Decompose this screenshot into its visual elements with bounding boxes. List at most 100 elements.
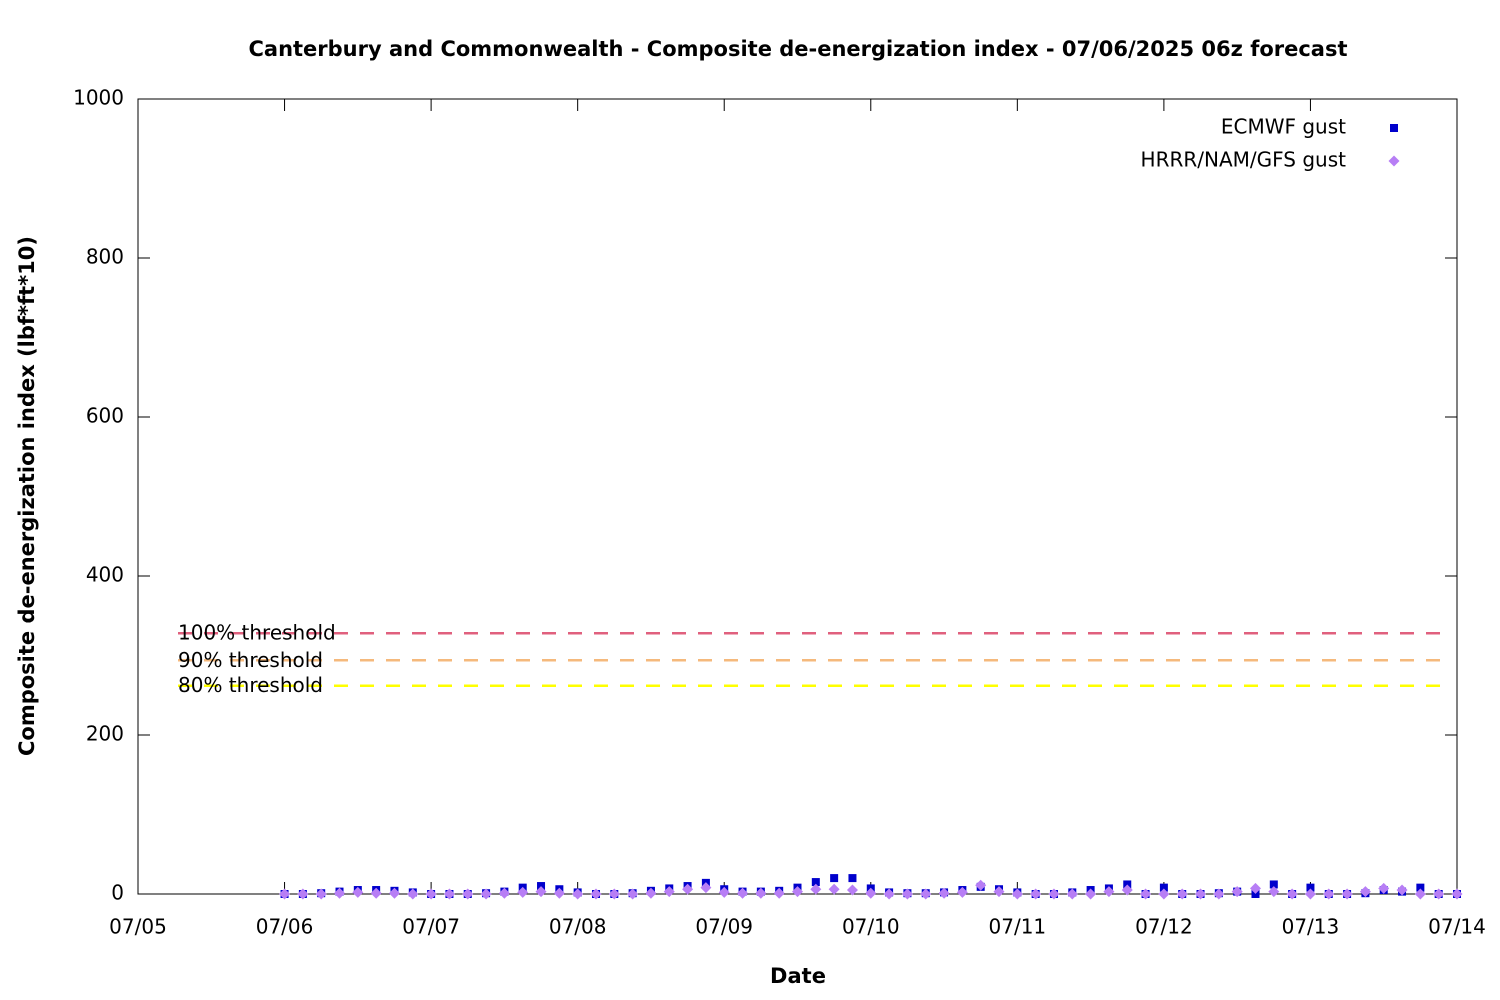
y-tick-label: 800 [86, 245, 124, 269]
point [1213, 888, 1225, 900]
legend-marker [1388, 155, 1400, 167]
point [956, 886, 968, 898]
point [627, 888, 639, 900]
x-tick-label: 07/13 [1282, 915, 1340, 939]
point [1414, 888, 1426, 900]
point [848, 874, 857, 883]
point [810, 883, 822, 895]
point [517, 886, 529, 898]
point [537, 882, 546, 891]
x-tick-label: 07/11 [989, 915, 1047, 939]
point [645, 887, 657, 899]
point [1304, 888, 1316, 900]
point [1085, 888, 1097, 900]
point [1306, 883, 1315, 892]
point [920, 888, 932, 900]
point [1159, 883, 1168, 892]
point [297, 888, 309, 900]
y-axis-title: Composite de-energization index (lbf*ft*… [15, 236, 39, 756]
point [1011, 888, 1023, 900]
point [682, 883, 694, 895]
point [737, 887, 749, 899]
point [773, 887, 785, 899]
point [388, 887, 400, 899]
point [1416, 883, 1425, 892]
point [425, 888, 437, 900]
point [1323, 888, 1335, 900]
y-tick-label: 600 [86, 404, 124, 428]
point [1231, 886, 1243, 898]
point [1048, 888, 1060, 900]
point [315, 888, 327, 900]
x-tick-label: 07/07 [402, 915, 460, 939]
threshold-label: 100% threshold [178, 621, 336, 645]
point [1030, 888, 1042, 900]
y-tick-label: 1000 [73, 86, 124, 110]
point [1359, 886, 1371, 898]
x-tick-label: 07/10 [842, 915, 900, 939]
point [553, 887, 565, 899]
x-tick-label: 07/14 [1428, 915, 1486, 939]
point [498, 887, 510, 899]
point [883, 888, 895, 900]
y-tick-label: 400 [86, 563, 124, 587]
point [1195, 888, 1207, 900]
point [1378, 882, 1390, 894]
point [279, 888, 291, 900]
point [480, 888, 492, 900]
point [1158, 888, 1170, 900]
point [1451, 888, 1463, 900]
point [1123, 880, 1132, 889]
point [1396, 884, 1408, 896]
point [1341, 888, 1353, 900]
threshold-label: 80% threshold [178, 673, 323, 697]
point [535, 886, 547, 898]
point [1286, 888, 1298, 900]
x-tick-label: 07/05 [109, 915, 167, 939]
point [811, 878, 820, 887]
point [334, 887, 346, 899]
point [1269, 880, 1278, 889]
legend-label: ECMWF gust [1221, 115, 1346, 139]
point [830, 874, 839, 883]
threshold-label: 90% threshold [178, 648, 323, 672]
point [846, 884, 858, 896]
point [792, 886, 803, 898]
point [718, 886, 730, 898]
point [865, 887, 877, 899]
x-tick-label: 07/09 [695, 915, 753, 939]
x-axis-title: Date [770, 964, 826, 988]
point [1433, 888, 1445, 900]
y-tick-label: 0 [111, 881, 124, 905]
point [1268, 886, 1280, 898]
point [1103, 886, 1115, 898]
point [938, 887, 950, 899]
x-tick-label: 07/08 [549, 915, 607, 939]
point [755, 887, 767, 899]
point [352, 886, 364, 898]
point [1176, 888, 1188, 900]
point [1066, 888, 1078, 900]
point [590, 888, 602, 900]
point [828, 883, 840, 895]
point [572, 888, 584, 900]
point [1249, 882, 1261, 894]
x-tick-label: 07/12 [1135, 915, 1193, 939]
point [462, 888, 474, 900]
legend-label: HRRR/NAM/GFS gust [1141, 148, 1347, 172]
point [608, 888, 620, 900]
point [700, 882, 712, 894]
legend-marker [1390, 124, 1398, 132]
point [975, 879, 987, 891]
point [443, 888, 455, 900]
x-tick-label: 07/06 [256, 915, 314, 939]
point [993, 886, 1005, 898]
chart-title: Canterbury and Commonwealth - Composite … [248, 37, 1347, 61]
point [1121, 884, 1133, 896]
point [407, 888, 419, 900]
y-tick-label: 200 [86, 722, 124, 746]
point [901, 888, 913, 900]
point [1140, 888, 1152, 900]
